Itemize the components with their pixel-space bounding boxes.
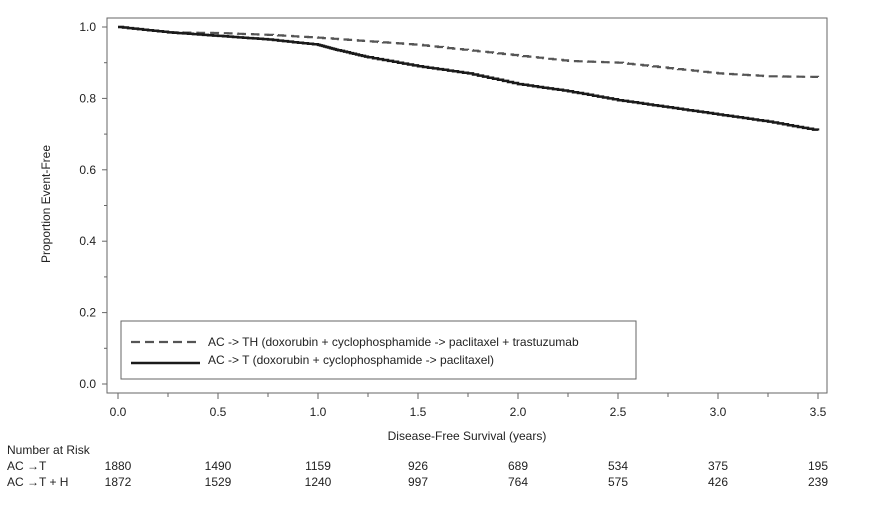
y-tick-label: 0.2 xyxy=(79,306,96,320)
y-tick-label: 0.0 xyxy=(79,377,96,391)
x-axis: 0.0 0.5 1.0 1.5 2.0 2.5 3.0 3.5 xyxy=(110,393,827,419)
risk-value: 426 xyxy=(707,475,729,489)
risk-value: 926 xyxy=(407,459,429,473)
risk-value: 1490 xyxy=(204,459,232,473)
risk-value: 239 xyxy=(807,475,829,489)
x-tick-label: 3.5 xyxy=(810,405,827,419)
series-line-ac-th xyxy=(118,25,820,78)
x-tick-label: 2.5 xyxy=(610,405,627,419)
risk-value: 1880 xyxy=(104,459,132,473)
risk-value: 1159 xyxy=(305,459,331,473)
x-tick-label: 1.0 xyxy=(310,405,327,419)
risk-value: 1240 xyxy=(304,475,332,489)
x-tick-label: 0.0 xyxy=(110,405,127,419)
legend: AC -> TH (doxorubin + cyclophosphamide -… xyxy=(120,320,637,380)
x-tick-label: 2.0 xyxy=(510,405,527,419)
y-tick-label: 1.0 xyxy=(79,20,96,34)
legend-box xyxy=(120,320,637,380)
risk-value: 1529 xyxy=(204,475,232,489)
legend-label-ac-th: AC -> TH (doxorubin + cyclophosphamide -… xyxy=(208,335,579,349)
y-axis: 0.0 0.2 0.4 0.6 0.8 1.0 xyxy=(79,20,107,391)
series-line-ac-t xyxy=(118,25,820,131)
y-tick-label: 0.4 xyxy=(79,234,96,248)
legend-label-ac-t: AC -> T (doxorubin + cyclophosphamide ->… xyxy=(208,353,494,367)
risk-value: 575 xyxy=(607,475,629,489)
x-tick-label: 1.5 xyxy=(410,405,427,419)
risk-value: 534 xyxy=(607,459,629,473)
risk-row-label-ac-t: AC →T xyxy=(7,459,47,473)
risk-value: 1872 xyxy=(104,475,132,489)
series-layer xyxy=(118,25,820,131)
y-axis-label: Proportion Event-Free xyxy=(39,145,53,263)
risk-value: 375 xyxy=(707,459,729,473)
risk-row-label-ac-t-h: AC →T + H xyxy=(7,475,69,489)
risk-table-title: Number at Risk xyxy=(7,443,90,457)
x-tick-label: 0.5 xyxy=(210,405,227,419)
x-tick-label: 3.0 xyxy=(710,405,727,419)
risk-value: 195 xyxy=(807,459,829,473)
y-tick-label: 0.8 xyxy=(79,91,96,105)
y-tick-label: 0.6 xyxy=(79,163,96,177)
x-axis-label: Disease-Free Survival (years) xyxy=(388,429,547,443)
risk-value: 997 xyxy=(407,475,429,489)
risk-value: 689 xyxy=(507,459,529,473)
risk-value: 764 xyxy=(507,475,529,489)
